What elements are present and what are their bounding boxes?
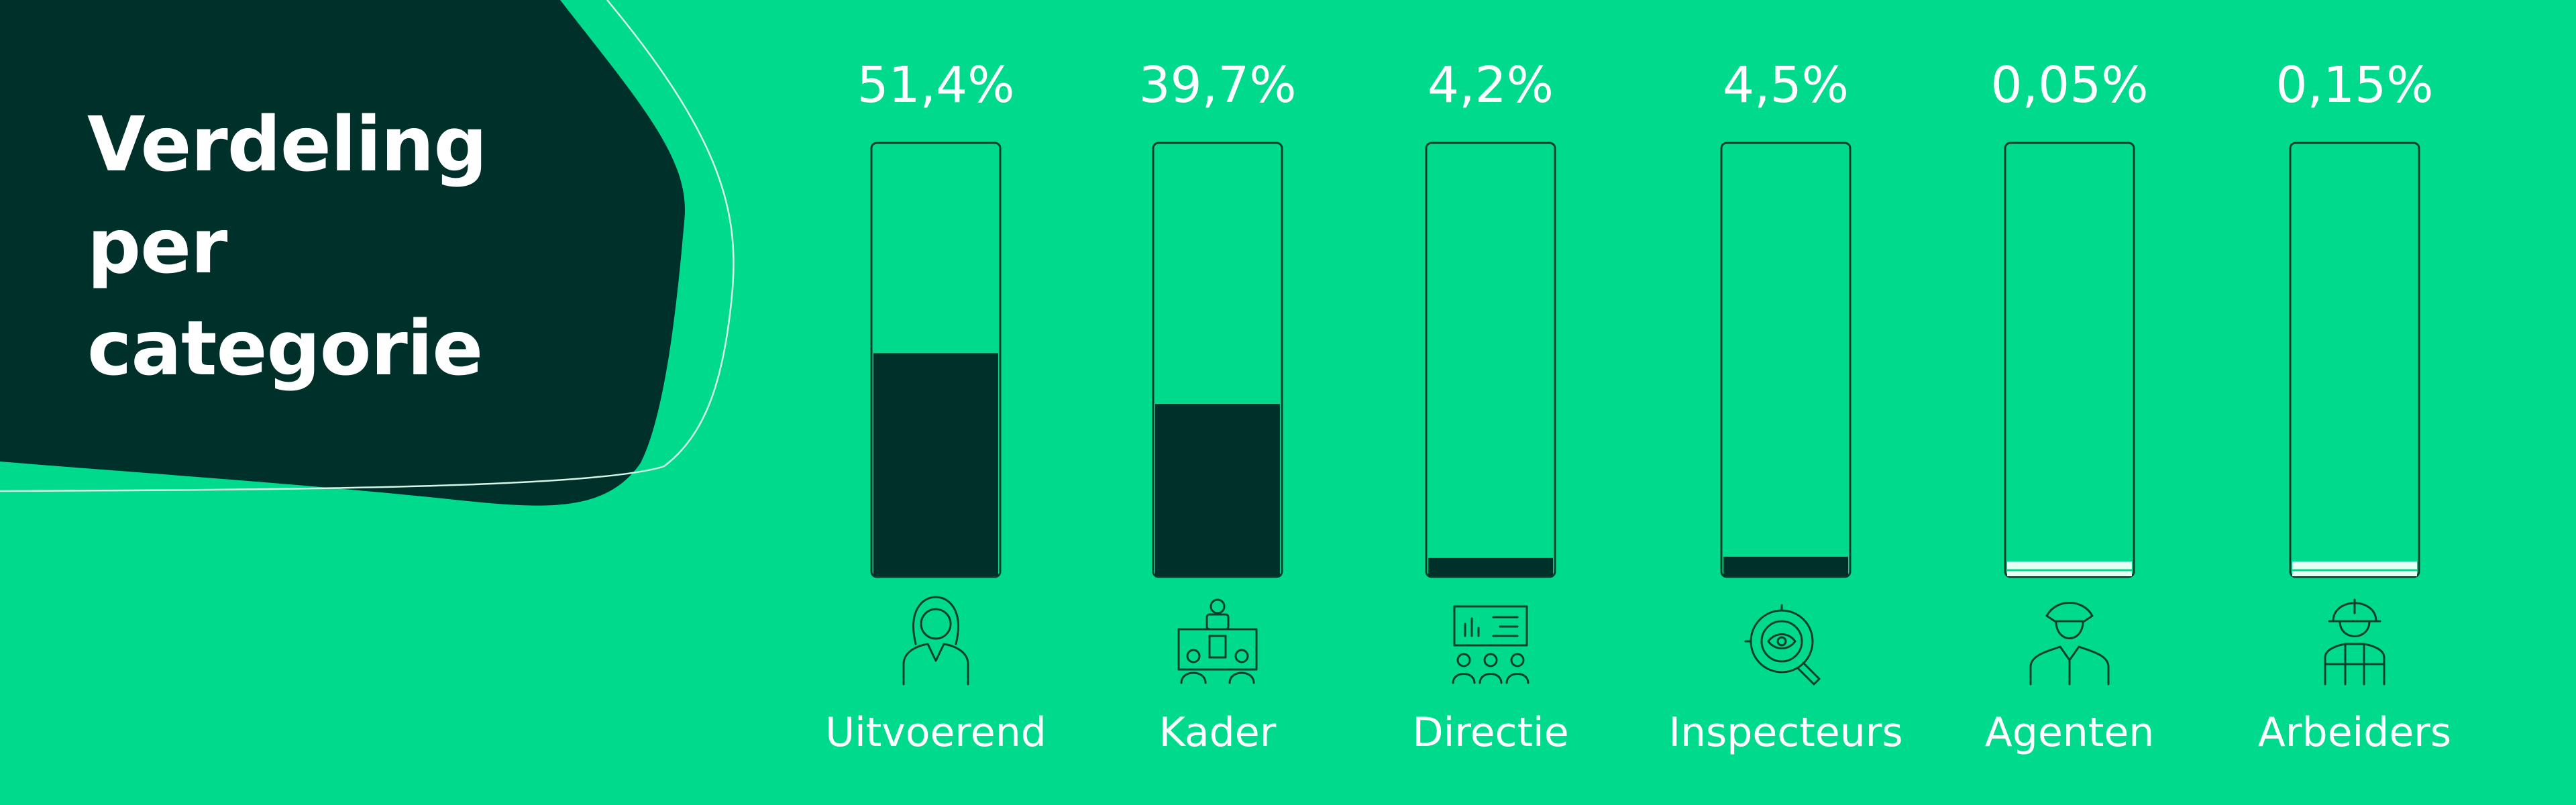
employee-woman-icon [902,596,969,686]
bar-fill-2 [1155,404,1280,576]
bar-frame-5 [2004,142,2135,578]
category-label-1: Uitvoerend [825,709,1046,756]
category-label-3: Directie [1412,709,1568,756]
police-officer-icon [2029,602,2110,686]
bar-frame-4 [1720,142,1851,578]
bar-fill-5 [2007,561,2132,576]
bar-fill-6 [2292,561,2417,576]
bar-fill-4 [1723,556,1848,576]
bar-fill-3 [1428,557,1553,576]
value-label-5: 0,05% [1990,56,2148,114]
category-label-2: Kader [1159,709,1277,756]
bar-frame-6 [2289,142,2420,578]
chart-title: Verdeling per categorie [87,94,488,400]
board-audience-icon [1452,605,1529,684]
category-label-6: Arbeiders [2258,709,2451,756]
title-line-2: per [87,203,227,290]
bar-fill-1 [873,353,998,576]
category-label-4: Inspecteurs [1668,709,1902,756]
title-line-1: Verdeling [87,101,488,189]
construction-worker-icon [2324,598,2385,686]
presentation-meeting-icon [1177,598,1258,684]
bar-frame-3 [1425,142,1556,578]
value-label-3: 4,2% [1428,56,1554,114]
value-label-4: 4,5% [1723,56,1849,114]
title-line-3: categorie [87,305,483,392]
value-label-1: 51,4% [857,56,1014,114]
value-label-2: 39,7% [1138,56,1296,114]
bar-frame-1 [870,142,1002,578]
category-label-5: Agenten [1985,709,2155,756]
value-label-6: 0,15% [2275,56,2433,114]
dark-blob-shape [0,0,685,506]
magnifier-eye-icon [1744,604,1821,686]
bar-frame-2 [1152,142,1283,578]
thin-outline-curve [0,0,735,492]
